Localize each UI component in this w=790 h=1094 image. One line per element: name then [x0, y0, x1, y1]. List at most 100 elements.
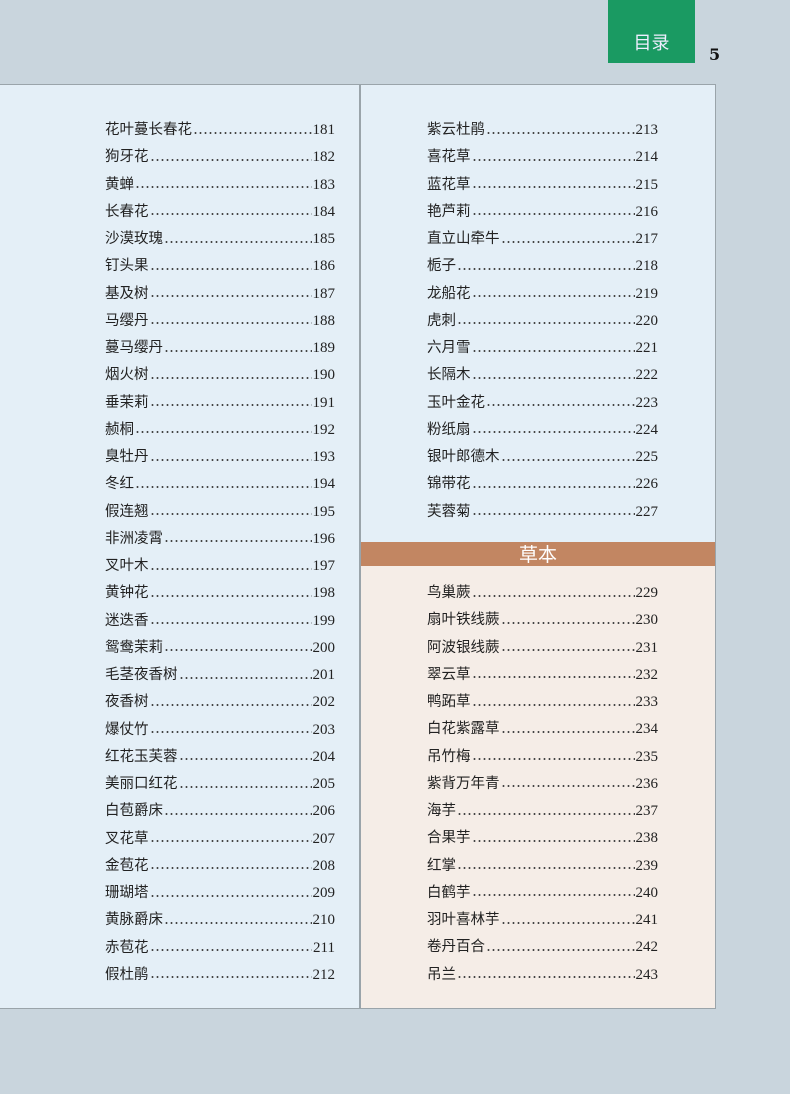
toc-entry[interactable]: 合果芋 238: [427, 825, 658, 852]
toc-entry-page: 240: [635, 884, 659, 901]
toc-entry-name: 鸭跖草: [427, 694, 471, 710]
toc-entry[interactable]: 海芋 237: [427, 798, 658, 825]
toc-entry[interactable]: 芙蓉菊 227: [427, 499, 658, 526]
toc-entry-page: 218: [635, 258, 659, 275]
toc-entry-page: 189: [312, 340, 336, 356]
toc-entry[interactable]: 金苞花 208: [105, 853, 335, 880]
toc-entry[interactable]: 赪桐 192: [105, 417, 335, 444]
toc-entry[interactable]: 假杜鹃 212: [105, 962, 335, 989]
dot-leader: [149, 566, 312, 571]
toc-entry[interactable]: 翠云草 232: [427, 662, 658, 689]
toc-entry[interactable]: 鸭跖草 233: [427, 689, 658, 716]
toc-entry[interactable]: 臭牡丹 193: [105, 444, 335, 471]
toc-entry-page: 221: [635, 340, 659, 356]
toc-entry[interactable]: 虎刺 220: [427, 308, 658, 335]
toc-entry-name: 爆仗竹: [105, 721, 149, 738]
toc-entry[interactable]: 叉叶木 197: [105, 553, 335, 580]
toc-entry[interactable]: 白花紫露草 234: [427, 716, 658, 743]
dot-leader: [164, 348, 312, 353]
toc-entry[interactable]: 烟火树 190: [105, 362, 335, 389]
toc-entry-page: 242: [635, 939, 659, 956]
toc-entry[interactable]: 爆仗竹 203: [105, 717, 335, 744]
toc-entry[interactable]: 卷丹百合 242: [427, 934, 658, 961]
toc-entry[interactable]: 毛茎夜香树 201: [105, 662, 335, 689]
dot-leader: [471, 375, 635, 380]
toc-entry[interactable]: 冬红 194: [105, 471, 335, 498]
toc-entry-page: 205: [312, 776, 336, 792]
toc-entry[interactable]: 狗牙花 182: [105, 144, 335, 171]
toc-entry-name: 龙船花: [427, 285, 471, 302]
toc-entry[interactable]: 白鹤芋 240: [427, 880, 658, 907]
toc-entry[interactable]: 六月雪 221: [427, 335, 658, 362]
toc-entry[interactable]: 沙漠玫瑰 185: [105, 226, 335, 253]
toc-entry[interactable]: 钉头果 186: [105, 253, 335, 280]
toc-entry[interactable]: 赤苞花 211: [105, 935, 335, 962]
toc-entry-page: 225: [635, 449, 659, 465]
toc-entry-name: 芙蓉菊: [427, 503, 471, 520]
toc-entry-name: 假杜鹃: [105, 966, 149, 983]
toc-entry[interactable]: 龙船花 219: [427, 281, 658, 308]
toc-entry[interactable]: 玉叶金花 223: [427, 390, 658, 417]
toc-entry[interactable]: 夜香树 202: [105, 689, 335, 716]
toc-entry-page: 223: [635, 394, 659, 411]
toc-entry[interactable]: 栀子 218: [427, 253, 658, 280]
toc-entry[interactable]: 白苞爵床 206: [105, 798, 335, 825]
toc-entry[interactable]: 珊瑚塔 209: [105, 880, 335, 907]
toc-entry[interactable]: 基及树 187: [105, 281, 335, 308]
toc-entry[interactable]: 吊兰 243: [427, 962, 658, 989]
dot-leader: [149, 375, 312, 380]
toc-entry[interactable]: 花叶蔓长春花 181: [105, 117, 335, 144]
toc-entry[interactable]: 假连翘 195: [105, 499, 335, 526]
toc-entry[interactable]: 鸟巢蕨 229: [427, 580, 658, 607]
dot-leader: [500, 239, 635, 244]
toc-entry[interactable]: 红花玉芙蓉 204: [105, 744, 335, 771]
toc-entry[interactable]: 直立山牵牛 217: [427, 226, 658, 253]
toc-entry[interactable]: 粉纸扇 224: [427, 417, 658, 444]
toc-entry[interactable]: 银叶郎德木 225: [427, 444, 658, 471]
toc-entry[interactable]: 长春花 184: [105, 199, 335, 226]
toc-entry[interactable]: 长隔木 222: [427, 362, 658, 389]
toc-entry[interactable]: 蔓马缨丹 189: [105, 335, 335, 362]
toc-entry[interactable]: 马缨丹 188: [105, 308, 335, 335]
toc-entry-page: 212: [312, 966, 336, 983]
toc-entry[interactable]: 黄钟花 198: [105, 580, 335, 607]
column-divider: [359, 84, 361, 1009]
toc-entry[interactable]: 吊竹梅 235: [427, 744, 658, 771]
toc-entry[interactable]: 黄蝉 183: [105, 172, 335, 199]
dot-leader: [471, 702, 635, 707]
toc-entry-name: 珊瑚塔: [105, 885, 149, 901]
toc-entry-name: 海芋: [427, 803, 456, 819]
toc-entry[interactable]: 紫云杜鹃 213: [427, 117, 658, 144]
toc-entry[interactable]: 迷迭香 199: [105, 608, 335, 635]
toc-entry[interactable]: 垂茉莉 191: [105, 390, 335, 417]
dot-leader: [193, 130, 312, 135]
toc-entry-name: 粉纸扇: [427, 421, 471, 438]
toc-entry[interactable]: 蓝花草 215: [427, 172, 658, 199]
section-heading-herbs: 草本: [361, 542, 715, 566]
toc-entry[interactable]: 黄脉爵床 210: [105, 907, 335, 934]
toc-entry[interactable]: 阿波银线蕨 231: [427, 635, 658, 662]
toc-entry[interactable]: 非洲凌霄 196: [105, 526, 335, 553]
toc-entry-name: 翠云草: [427, 666, 471, 683]
toc-entry[interactable]: 红掌 239: [427, 853, 658, 880]
toc-entry[interactable]: 扇叶铁线蕨 230: [427, 607, 658, 634]
toc-entry[interactable]: 叉花草 207: [105, 826, 335, 853]
dot-leader: [457, 266, 635, 271]
toc-entry[interactable]: 羽叶喜林芋 241: [427, 907, 658, 934]
dot-leader: [149, 294, 312, 299]
toc-entry-name: 迷迭香: [105, 612, 149, 629]
toc-entry[interactable]: 鸳鸯茉莉 200: [105, 635, 335, 662]
toc-entry[interactable]: 紫背万年青 236: [427, 771, 658, 798]
dot-leader: [471, 294, 635, 299]
toc-entry-name: 银叶郎德木: [427, 449, 500, 465]
toc-entry-page: 214: [635, 149, 659, 166]
dot-leader: [135, 484, 312, 489]
toc-entry-page: 237: [635, 803, 659, 819]
toc-tab-label: 目录: [633, 33, 670, 54]
dot-leader: [457, 866, 635, 871]
toc-entry[interactable]: 喜花草 214: [427, 144, 658, 171]
toc-entry[interactable]: 锦带花 226: [427, 471, 658, 498]
toc-entry[interactable]: 美丽口红花 205: [105, 771, 335, 798]
toc-entry[interactable]: 艳芦莉 216: [427, 199, 658, 226]
toc-right-column-bottom: 鸟巢蕨 229 扇叶铁线蕨 230 阿波银线蕨 231 翠云草 232 鸭跖草 233 白花紫露草 2…: [427, 580, 658, 989]
